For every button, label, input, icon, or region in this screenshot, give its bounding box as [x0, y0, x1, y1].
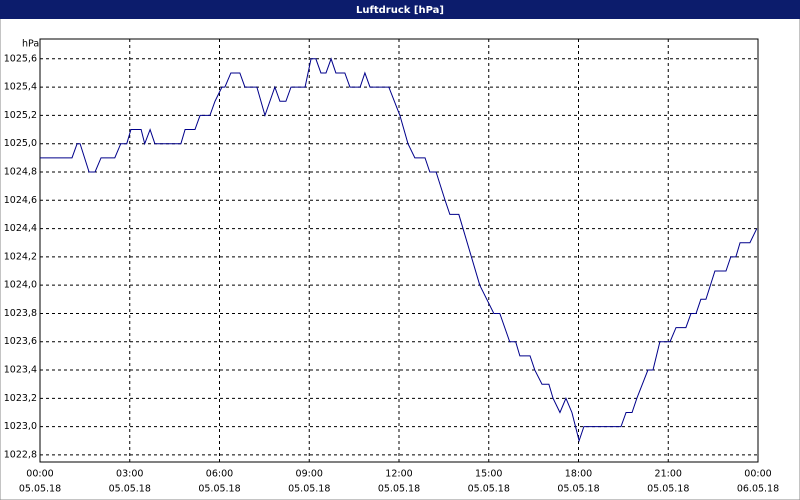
x-tick-date: 05.05.18 [198, 484, 240, 495]
y-tick-label: 1023,2 [4, 393, 37, 404]
x-tick-label: 03:00 [116, 469, 143, 480]
y-tick-label: 1024,4 [4, 223, 37, 234]
chart-title: Luftdruck [hPa] [356, 5, 444, 16]
x-tick-label: 06:00 [206, 469, 233, 480]
x-tick-label: 18:00 [565, 469, 592, 480]
y-tick-label: 1023,6 [4, 336, 37, 347]
y-tick-label: 1025,2 [4, 110, 37, 121]
y-tick-label: 1024,2 [4, 251, 37, 262]
y-unit: hPa [22, 39, 39, 50]
title-bar [0, 0, 800, 19]
x-tick-label: 00:00 [26, 469, 53, 480]
y-tick-label: 1024,0 [4, 280, 37, 291]
x-tick-date: 05.05.18 [378, 484, 420, 495]
x-tick-date: 05.05.18 [109, 484, 151, 495]
x-tick-label: 00:00 [744, 469, 771, 480]
y-tick-label: 1023,4 [4, 365, 37, 376]
y-tick-label: 1023,0 [4, 421, 37, 432]
x-tick-date: 05.05.18 [557, 484, 599, 495]
plot-border [39, 38, 759, 463]
x-tick-date: 06.05.18 [737, 484, 779, 495]
y-tick-label: 1023,8 [4, 308, 37, 319]
x-tick-label: 09:00 [296, 469, 323, 480]
y-tick-label: 1025,6 [4, 53, 37, 64]
x-tick-date: 05.05.18 [647, 484, 689, 495]
x-tick-label: 15:00 [475, 469, 502, 480]
line-series [40, 57, 758, 443]
x-tick-label: 12:00 [385, 469, 412, 480]
y-tick-label: 1025,4 [4, 82, 37, 93]
x-tick-label: 21:00 [655, 469, 682, 480]
y-tick-label: 1025,0 [4, 138, 37, 149]
y-tick-label: 1024,8 [4, 166, 37, 177]
x-tick-date: 05.05.18 [468, 484, 510, 495]
y-tick-label: 1024,6 [4, 195, 37, 206]
y-tick-label: 1022,8 [4, 449, 37, 460]
x-tick-date: 05.05.18 [288, 484, 330, 495]
x-tick-date: 05.05.18 [19, 484, 61, 495]
